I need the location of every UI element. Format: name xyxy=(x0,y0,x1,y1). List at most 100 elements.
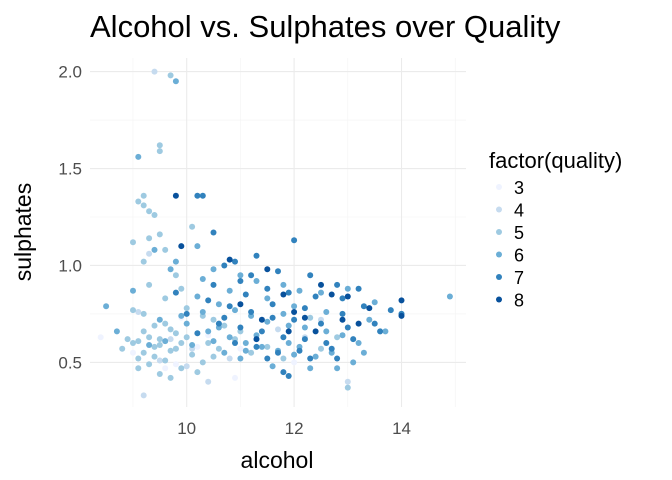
data-point-quality-4 xyxy=(275,326,281,333)
data-point-quality-4 xyxy=(156,357,163,364)
data-point-quality-5 xyxy=(334,334,341,341)
data-point-quality-5 xyxy=(146,281,153,288)
data-point-quality-5 xyxy=(140,258,147,265)
data-point-quality-5 xyxy=(318,345,324,352)
legend-key-7 xyxy=(496,274,502,280)
data-point-quality-6 xyxy=(285,340,292,346)
data-point-quality-8 xyxy=(355,320,362,327)
data-point-quality-3 xyxy=(130,349,136,356)
data-point-quality-5 xyxy=(189,223,196,230)
data-point-quality-7 xyxy=(183,310,190,317)
data-point-quality-8 xyxy=(258,316,265,323)
data-point-quality-7 xyxy=(237,324,244,331)
data-point-quality-5 xyxy=(205,340,212,346)
data-point-quality-5 xyxy=(140,310,147,317)
data-point-quality-5 xyxy=(178,365,185,372)
data-point-quality-5 xyxy=(135,355,142,362)
data-point-quality-6 xyxy=(285,322,292,329)
data-point-quality-6 xyxy=(312,353,319,360)
data-point-quality-4 xyxy=(167,336,174,343)
data-point-quality-5 xyxy=(151,322,158,329)
data-point-quality-8 xyxy=(264,266,271,273)
data-point-quality-8 xyxy=(312,328,319,335)
data-point-quality-7 xyxy=(226,303,233,310)
legend-label-5: 5 xyxy=(514,223,524,243)
data-point-quality-7 xyxy=(280,334,287,341)
data-point-quality-7 xyxy=(221,262,228,269)
data-point-quality-5 xyxy=(156,342,163,348)
data-point-quality-4 xyxy=(226,355,233,362)
data-point-quality-6 xyxy=(162,338,169,345)
data-point-quality-6 xyxy=(446,293,453,300)
data-point-quality-7 xyxy=(344,324,351,331)
data-point-quality-7 xyxy=(307,272,314,279)
data-point-quality-7 xyxy=(205,297,212,304)
data-point-quality-8 xyxy=(339,316,346,323)
data-point-quality-5 xyxy=(167,374,174,381)
data-point-quality-5 xyxy=(344,384,351,391)
data-point-quality-6 xyxy=(339,332,346,339)
data-point-quality-5 xyxy=(156,142,163,149)
data-point-quality-7 xyxy=(307,355,314,362)
data-point-quality-6 xyxy=(215,301,222,308)
data-point-quality-6 xyxy=(226,287,233,294)
data-point-quality-5 xyxy=(146,361,153,368)
data-point-quality-6 xyxy=(334,365,341,372)
data-point-quality-4 xyxy=(205,378,212,385)
legend-label-4: 4 xyxy=(514,201,524,221)
data-point-quality-8 xyxy=(253,336,260,343)
data-point-quality-5 xyxy=(156,336,163,343)
data-point-quality-7 xyxy=(301,305,308,312)
legend-key-8 xyxy=(496,296,502,303)
data-point-quality-6 xyxy=(172,78,179,85)
data-point-quality-5 xyxy=(221,322,228,329)
data-point-quality-6 xyxy=(291,351,298,358)
data-point-quality-6 xyxy=(172,258,179,265)
data-point-quality-7 xyxy=(232,340,238,346)
data-point-quality-7 xyxy=(194,192,201,199)
x-tick-label: 14 xyxy=(392,419,411,438)
data-point-quality-5 xyxy=(162,295,169,302)
data-point-quality-6 xyxy=(366,316,373,323)
data-point-quality-7 xyxy=(199,192,206,199)
data-point-quality-7 xyxy=(360,303,367,310)
data-point-quality-7 xyxy=(291,237,298,244)
data-point-quality-8 xyxy=(366,305,373,312)
data-point-quality-6 xyxy=(242,340,249,346)
data-point-quality-5 xyxy=(140,328,147,335)
data-point-quality-7 xyxy=(269,314,276,321)
data-point-quality-5 xyxy=(119,345,126,352)
data-point-quality-5 xyxy=(167,326,174,333)
data-point-quality-6 xyxy=(210,266,217,273)
data-point-quality-5 xyxy=(183,305,190,312)
data-point-quality-6 xyxy=(371,299,378,306)
data-point-quality-7 xyxy=(339,310,346,317)
legend-key-5 xyxy=(496,229,502,235)
data-point-quality-7 xyxy=(269,301,276,308)
data-point-quality-5 xyxy=(210,353,217,360)
data-point-quality-5 xyxy=(130,307,136,314)
data-point-quality-7 xyxy=(312,293,319,300)
x-tick-label: 12 xyxy=(285,419,304,438)
legend-title: factor(quality) xyxy=(489,148,622,173)
data-point-quality-8 xyxy=(398,297,405,304)
data-point-quality-6 xyxy=(199,276,206,282)
data-point-quality-6 xyxy=(178,312,185,319)
data-point-quality-5 xyxy=(140,202,147,209)
data-point-quality-7 xyxy=(210,229,217,236)
data-point-quality-7 xyxy=(248,309,255,315)
x-axis-ticks: 10 12 14 xyxy=(177,419,411,438)
data-point-quality-5 xyxy=(124,336,131,343)
legend-key-3 xyxy=(496,184,502,190)
data-point-quality-7 xyxy=(215,320,222,327)
data-point-quality-8 xyxy=(344,293,351,300)
data-point-quality-5 xyxy=(146,334,153,341)
data-point-quality-6 xyxy=(194,293,201,300)
data-point-quality-5 xyxy=(178,285,185,292)
data-point-quality-5 xyxy=(151,343,158,350)
data-point-quality-8 xyxy=(328,291,335,298)
data-point-quality-7 xyxy=(221,314,228,321)
data-point-quality-5 xyxy=(172,345,179,352)
x-axis-title: alcohol xyxy=(241,447,314,473)
data-point-quality-6 xyxy=(151,246,158,253)
